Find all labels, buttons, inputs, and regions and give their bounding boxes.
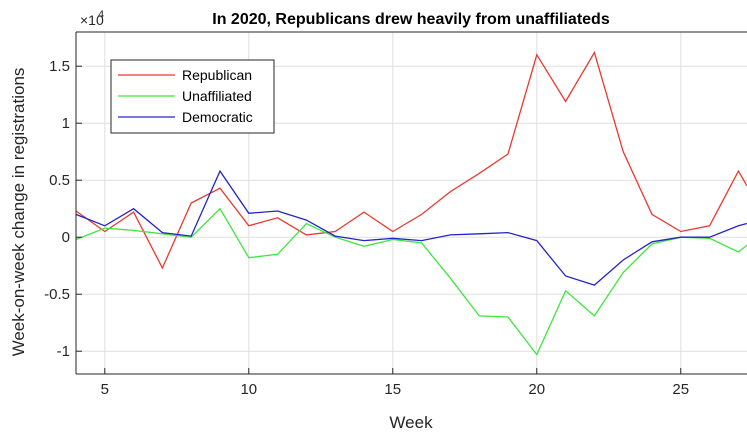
x-tick-label: 5 bbox=[101, 381, 109, 398]
series-layer bbox=[76, 50, 747, 356]
x-tick-label: 20 bbox=[528, 381, 545, 398]
legend-label-republican: Republican bbox=[182, 67, 252, 83]
y-tick-label: -0.5 bbox=[44, 286, 70, 303]
y-tick-label: -1 bbox=[57, 343, 70, 360]
legend: Republican Unaffiliated Democratic bbox=[110, 59, 275, 134]
chart-title: In 2020, Republicans drew heavily from u… bbox=[212, 11, 610, 28]
y-multiplier-exponent: 4 bbox=[98, 9, 104, 21]
y-tick-label: 0 bbox=[62, 229, 70, 246]
series-line-republican bbox=[76, 50, 747, 270]
y-axis-label: Week-on-week change in registrations bbox=[9, 68, 28, 357]
y-tick-label: 1.5 bbox=[49, 58, 70, 75]
series-line-unaffiliated bbox=[76, 207, 747, 356]
x-tick-label: 15 bbox=[384, 381, 401, 398]
y-tick-label: 0.5 bbox=[49, 172, 70, 189]
series-line-democratic bbox=[76, 169, 747, 286]
y-multiplier-base: ×10 bbox=[80, 12, 104, 28]
legend-label-unaffiliated: Unaffiliated bbox=[182, 88, 252, 104]
ticks: 5 10 15 20 25 -1 -0.5 0 0.5 1 1.5 bbox=[44, 58, 689, 398]
axes bbox=[75, 31, 747, 375]
x-tick-label: 25 bbox=[672, 381, 689, 398]
legend-label-democratic: Democratic bbox=[182, 109, 253, 125]
y-tick-label: 1 bbox=[62, 115, 70, 132]
y-multiplier: ×10 4 bbox=[80, 9, 104, 28]
x-tick-label: 10 bbox=[240, 381, 257, 398]
x-axis-label: Week bbox=[389, 413, 433, 432]
